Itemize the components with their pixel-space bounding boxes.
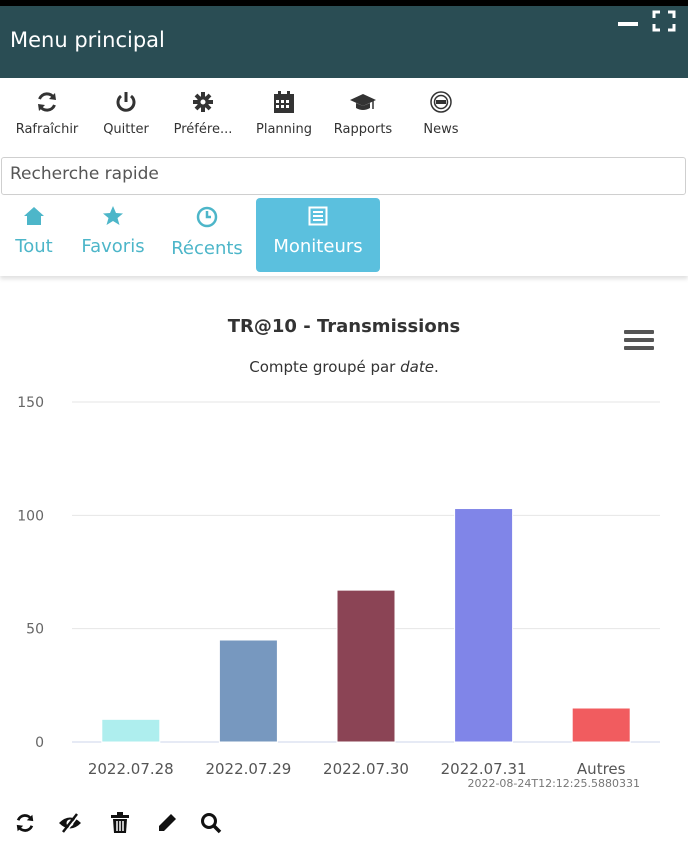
tab-bar: Tout Favoris Récents Moniteurs — [0, 196, 688, 276]
window-title: Menu principal — [10, 28, 165, 52]
refresh-icon — [38, 92, 56, 112]
toolbar-label-planning: Planning — [256, 122, 312, 137]
chart-subtitle-suffix: . — [433, 358, 439, 376]
title-bar: Menu principal — [0, 6, 688, 78]
minimize-icon[interactable] — [618, 22, 638, 26]
chart-title: TR@10 - Transmissions — [227, 316, 461, 337]
news-button[interactable]: News — [412, 90, 470, 137]
bar-chart: 0 50 100 150 2022.07.28 2022.07.29 2022.07.30 2… — [17, 395, 660, 790]
tab-label-favorites: Favoris — [81, 236, 145, 257]
planning-button[interactable]: Planning — [248, 90, 320, 137]
graduation-cap-icon — [350, 94, 376, 110]
search-input[interactable]: Recherche rapide — [1, 157, 686, 195]
toolbar-label-reports: Rapports — [333, 122, 393, 137]
chart-subtitle: Compte groupé par date. — [0, 358, 688, 376]
chart-subtitle-prefix: Compte groupé par — [249, 358, 401, 376]
refresh-icon — [16, 814, 34, 832]
edit-chart-button[interactable] — [156, 812, 178, 838]
refresh-button[interactable]: Rafraîchir — [6, 90, 88, 137]
tab-favorites[interactable]: Favoris — [70, 198, 156, 272]
chart-menu-icon[interactable] — [624, 330, 654, 352]
tab-label-monitors: Moniteurs — [273, 236, 363, 257]
y-tick-label: 100 — [17, 508, 44, 524]
star-icon — [103, 206, 123, 225]
search-chart-button[interactable] — [200, 812, 222, 838]
x-tick-label: 2022.07.28 — [88, 760, 174, 778]
tab-recent[interactable]: Récents — [162, 198, 252, 272]
search-icon — [201, 813, 222, 834]
toolbar-label-preferences: Préfére... — [173, 122, 233, 137]
y-tick-label: 50 — [26, 622, 44, 638]
chart-subtitle-em: date — [400, 358, 434, 376]
toolbar-label-quit: Quitter — [103, 122, 149, 137]
news-icon — [430, 91, 452, 113]
tab-label-all: Tout — [15, 236, 53, 257]
tab-label-recent: Récents — [171, 238, 243, 259]
tab-monitors[interactable]: Moniteurs — [256, 198, 380, 272]
power-icon — [116, 92, 136, 112]
list-icon — [308, 206, 328, 226]
trash-icon — [111, 812, 129, 833]
chart-bar — [336, 589, 396, 743]
eye-slash-icon — [59, 813, 81, 834]
chart-bar — [218, 639, 278, 743]
x-tick-label: 2022.07.31 — [441, 760, 527, 778]
gear-icon — [193, 92, 213, 112]
chart-bar — [571, 707, 631, 743]
y-tick-label: 0 — [35, 735, 44, 751]
chart-bar — [101, 718, 161, 743]
home-icon — [24, 207, 44, 225]
hide-chart-button[interactable] — [58, 812, 82, 838]
tab-all[interactable]: Tout — [4, 198, 64, 272]
delete-chart-button[interactable] — [110, 812, 130, 838]
bottom-toolbar — [0, 808, 688, 848]
preferences-button[interactable]: Préfére... — [162, 90, 244, 137]
x-tick-label: Autres — [577, 760, 626, 778]
toolbar-label-refresh: Rafraîchir — [15, 122, 79, 137]
toolbar-label-news: News — [423, 122, 459, 137]
calendar-icon — [274, 91, 294, 113]
pencil-icon — [159, 814, 176, 831]
y-tick-label: 150 — [17, 395, 44, 411]
main-toolbar: Rafraîchir Quitter Préfére... — [0, 78, 688, 156]
x-tick-label: 2022.07.29 — [205, 760, 291, 778]
clock-icon — [196, 206, 218, 228]
reports-button[interactable]: Rapports — [324, 90, 402, 137]
quit-button[interactable]: Quitter — [94, 90, 158, 137]
chart-timestamp: 2022-08-24T12:12:25.5880331 — [467, 777, 640, 790]
x-tick-label: 2022.07.30 — [323, 760, 409, 778]
monitor-chart: TR@10 - Transmissions Compte groupé par … — [0, 300, 688, 800]
chart-bar — [454, 508, 514, 743]
refresh-chart-button[interactable] — [14, 812, 36, 838]
maximize-icon[interactable] — [652, 10, 676, 32]
